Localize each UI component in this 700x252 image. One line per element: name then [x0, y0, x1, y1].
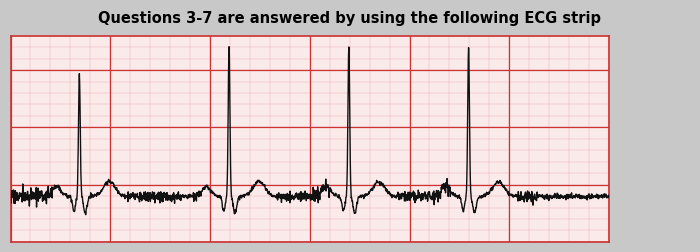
- Text: Questions 3-7 are answered by using the following ECG strip: Questions 3-7 are answered by using the …: [99, 11, 601, 26]
